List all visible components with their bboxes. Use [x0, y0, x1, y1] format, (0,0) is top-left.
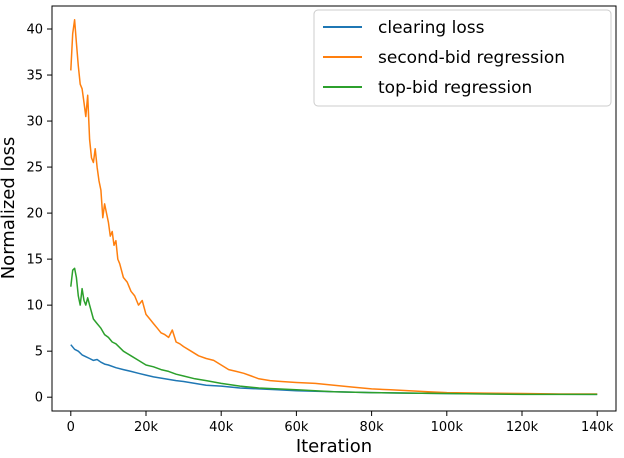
- y-tick-label: 5: [35, 345, 43, 360]
- series-layer: [70, 19, 598, 396]
- legend-label-second-bid-regression: second-bid regression: [378, 48, 565, 68]
- y-tick-label: 35: [26, 69, 43, 84]
- x-tick-label: 140k: [581, 420, 614, 435]
- legend-label-top-bid-regression: top-bid regression: [378, 78, 532, 98]
- x-tick-label: 60k: [284, 420, 309, 435]
- x-axis-ticks: 0 20k 40k 60k 80k 100k 120k 140k: [67, 411, 614, 435]
- legend-box: [313, 9, 612, 107]
- y-tick-label: 25: [26, 161, 43, 176]
- x-tick-label: 40k: [209, 420, 234, 435]
- x-tick-label: 80k: [360, 420, 385, 435]
- y-tick-label: 20: [26, 207, 43, 222]
- series-line-second-bid-regression: [70, 19, 598, 395]
- y-tick-label: 10: [26, 299, 43, 314]
- y-tick-label: 40: [26, 23, 43, 38]
- y-tick-label: 15: [26, 253, 43, 268]
- x-tick-label: 120k: [506, 420, 539, 435]
- series-line-clearing-loss: [70, 344, 598, 396]
- y-tick-label: 30: [26, 115, 43, 130]
- y-axis-title: Normalized loss: [0, 137, 19, 280]
- x-tick-label: 20k: [134, 420, 159, 435]
- legend: clearing loss second-bid regression top-…: [313, 9, 612, 107]
- x-tick-label: 100k: [431, 420, 464, 435]
- series-line-top-bid-regression: [70, 267, 598, 396]
- legend-label-clearing-loss: clearing loss: [378, 18, 485, 38]
- x-tick-label: 0: [67, 420, 75, 435]
- y-tick-label: 0: [35, 391, 43, 406]
- plot-frame: [51, 5, 617, 412]
- y-axis-ticks: 0 5 10 15 20 25 30 35 40: [26, 23, 52, 406]
- x-axis-title: Iteration: [296, 436, 372, 457]
